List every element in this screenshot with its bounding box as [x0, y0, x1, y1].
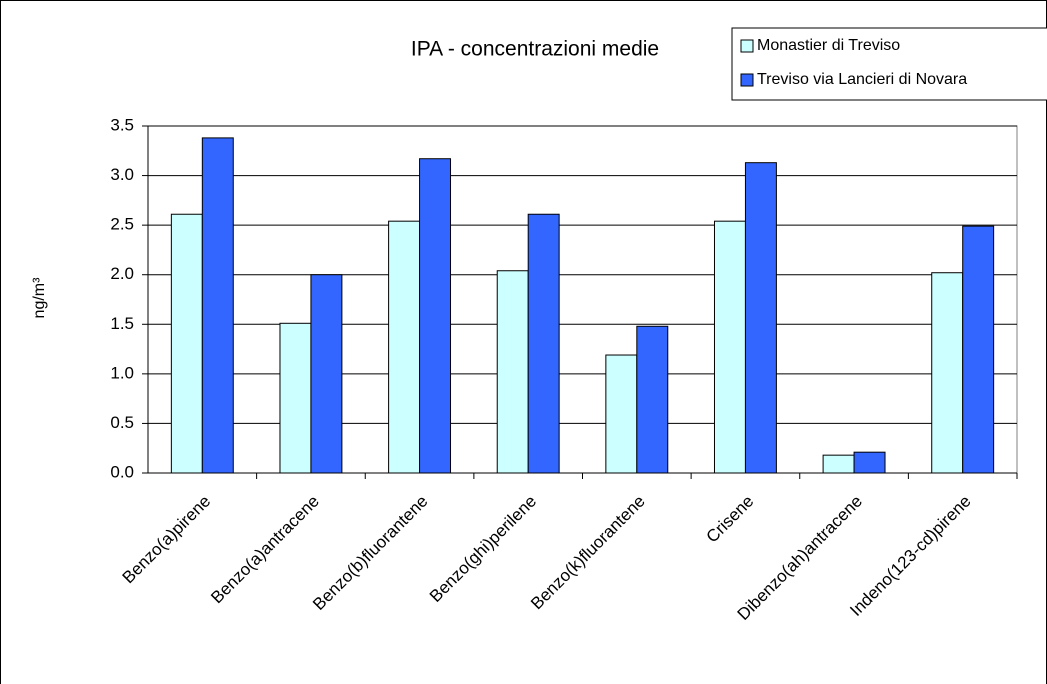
bar	[713, 220, 746, 474]
y-tick-label: 0.5	[110, 413, 134, 432]
bar	[962, 225, 995, 474]
y-tick-label: 2.0	[110, 264, 134, 283]
bar	[853, 451, 886, 474]
legend-swatch	[740, 73, 754, 87]
bar	[744, 162, 777, 474]
y-tick-label: 3.0	[110, 165, 134, 184]
bar	[527, 213, 560, 474]
bar	[822, 454, 855, 474]
legend-box	[731, 27, 1047, 101]
bar	[170, 213, 203, 474]
y-axis-label: ng/m³	[31, 277, 48, 319]
y-tick-label: 0.0	[110, 462, 134, 481]
bar	[388, 220, 421, 474]
bar	[605, 354, 638, 474]
bar	[201, 137, 234, 474]
bar	[931, 272, 964, 474]
chart-title: IPA - concentrazioni medie	[411, 38, 659, 61]
bar	[310, 274, 343, 474]
bar	[636, 325, 669, 474]
legend-swatch	[740, 39, 754, 53]
y-tick-label: 1.0	[110, 363, 134, 382]
bar	[496, 270, 529, 474]
y-tick-label: 3.5	[110, 115, 134, 134]
y-tick-label: 2.5	[110, 215, 134, 234]
y-tick-label: 1.5	[110, 314, 134, 333]
legend-label: Treviso via Lancieri di Novara	[757, 71, 967, 88]
plot-area	[147, 125, 1018, 474]
legend-label: Monastier di Treviso	[757, 37, 900, 54]
bar	[419, 158, 452, 474]
bar	[279, 322, 312, 474]
